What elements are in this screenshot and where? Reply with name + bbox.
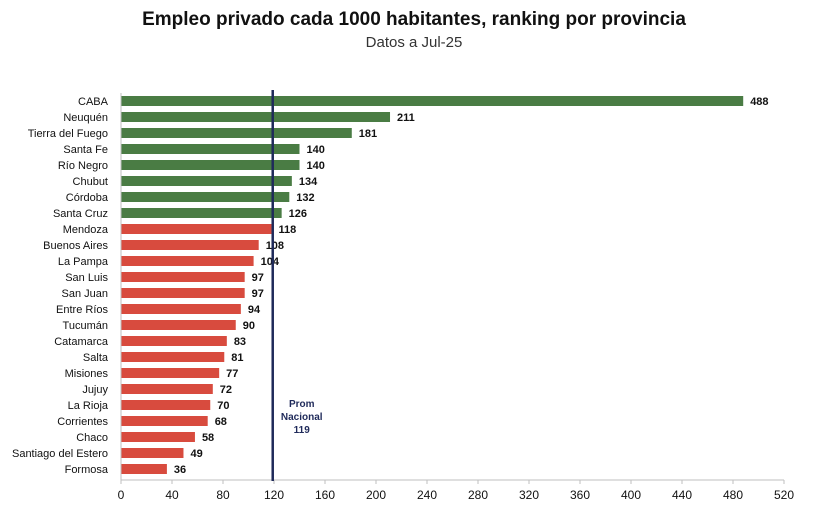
x-tick-label-2: 80 [216,488,230,502]
x-tick-label-4: 160 [315,488,335,502]
category-label-19: La Rioja [68,400,109,412]
chart-subtitle: Datos a Jul-25 [365,34,463,51]
bar-17 [121,368,220,378]
chart-title: Empleo privado cada 1000 habitantes, ran… [142,9,686,30]
bar-3 [121,144,300,154]
bar-15 [121,336,227,346]
x-tick-label-3: 120 [264,488,284,502]
bar-0 [121,96,744,106]
category-label-21: Chaco [76,432,108,444]
category-label-1: Neuquén [63,112,108,124]
x-tick-label-8: 320 [519,488,539,502]
value-label-11: 97 [252,272,264,284]
x-tick-label-9: 360 [570,488,590,502]
bar-7 [121,208,282,218]
category-label-22: Santiago del Estero [12,448,108,460]
value-label-8: 118 [278,224,296,236]
x-tick-label-13: 520 [774,488,794,502]
value-label-3: 140 [307,144,325,156]
category-label-4: Río Negro [58,160,108,172]
category-label-18: Jujuy [82,384,108,396]
value-label-15: 83 [234,336,246,348]
value-label-9: 108 [266,240,284,252]
value-label-10: 104 [261,256,280,268]
category-label-2: Tierra del Fuego [28,128,108,140]
bar-9 [121,240,259,250]
category-label-11: San Luis [65,272,108,284]
bar-23 [121,464,167,474]
value-label-0: 488 [750,96,768,108]
x-tick-label-0: 0 [118,488,125,502]
value-label-2: 181 [359,128,377,140]
value-label-5: 134 [299,176,318,188]
category-label-12: San Juan [62,288,108,300]
x-tick-label-10: 400 [621,488,641,502]
value-label-14: 90 [243,320,255,332]
bar-19 [121,400,211,410]
category-label-8: Mendoza [63,224,109,236]
value-label-16: 81 [231,352,243,364]
reference-label-line-1: Nacional [281,412,323,423]
category-label-6: Córdoba [66,192,109,204]
x-axis: 0 40 80 120 160 200 240 280 320 360 400 440 480 520 [118,93,794,502]
category-label-0: CABA [78,96,109,108]
x-tick-label-1: 40 [165,488,179,502]
bar-22 [121,448,184,458]
x-tick-label-11: 440 [672,488,692,502]
x-tick-label-12: 480 [723,488,743,502]
value-labels: 488 211 181 140 140 134 132 126 118 108 104 97 97 94 9… [174,96,769,476]
bar-2 [121,128,352,138]
category-label-20: Corrientes [57,416,108,428]
value-label-21: 58 [202,432,214,444]
category-label-7: Santa Cruz [53,208,108,220]
value-label-12: 97 [252,288,264,300]
x-tick-label-5: 200 [366,488,386,502]
category-label-10: La Pampa [58,256,109,268]
value-label-7: 126 [289,208,307,220]
bar-8 [121,224,272,234]
category-label-5: Chubut [73,176,108,188]
value-label-17: 77 [226,368,238,380]
bar-20 [121,416,208,426]
bar-11 [121,272,245,282]
category-label-14: Tucumán [63,320,108,332]
category-label-23: Formosa [65,464,109,476]
category-labels: CABA Neuquén Tierra del Fuego Santa Fe Río N… [12,96,109,476]
bar-14 [121,320,236,330]
value-label-6: 132 [296,192,314,204]
category-label-17: Misiones [65,368,109,380]
value-label-18: 72 [220,384,232,396]
category-label-13: Entre Ríos [56,304,108,316]
category-label-9: Buenos Aires [43,240,108,252]
value-label-13: 94 [248,304,261,316]
bar-12 [121,288,245,298]
bar-1 [121,112,391,122]
x-tick-label-7: 280 [468,488,488,502]
category-label-3: Santa Fe [63,144,108,156]
bars-layer [121,96,744,474]
reference-label-line-0: Prom [289,399,315,410]
bar-16 [121,352,225,362]
bar-18 [121,384,213,394]
value-label-1: 211 [397,112,415,124]
value-label-23: 36 [174,464,186,476]
reference-label-line-2: 119 [294,425,311,436]
value-label-20: 68 [215,416,227,428]
category-label-15: Catamarca [54,336,109,348]
bar-6 [121,192,290,202]
value-label-4: 140 [307,160,325,172]
value-label-22: 49 [190,448,202,460]
reference-line-group: Prom Nacional 119 [271,90,323,481]
value-label-19: 70 [217,400,229,412]
bar-13 [121,304,241,314]
bar-4 [121,160,300,170]
bar-10 [121,256,254,266]
bar-5 [121,176,292,186]
x-tick-label-6: 240 [417,488,437,502]
category-label-16: Salta [83,352,109,364]
bar-21 [121,432,195,442]
